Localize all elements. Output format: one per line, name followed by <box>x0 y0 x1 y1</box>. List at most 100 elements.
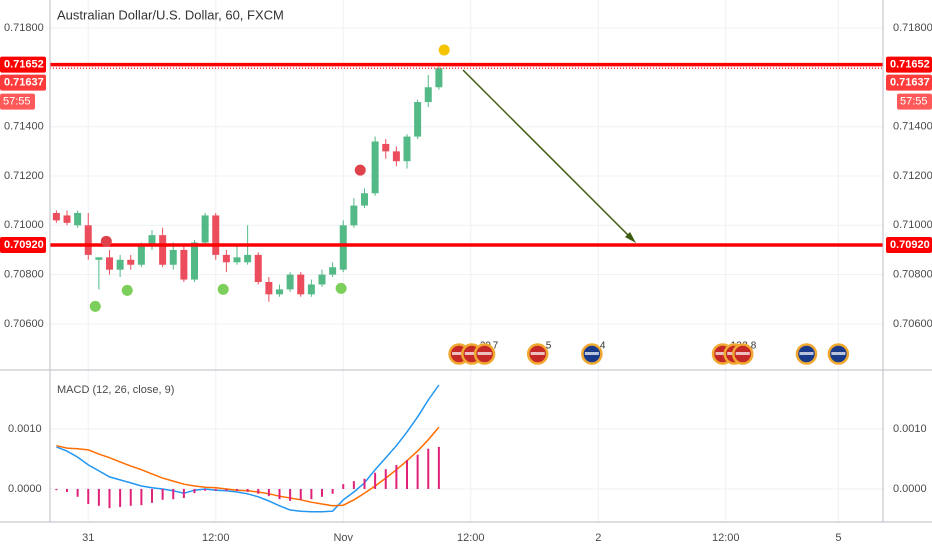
candle-body <box>318 274 326 285</box>
candle-body <box>95 257 103 260</box>
y-tick-label-left: 0.71800 <box>4 22 44 34</box>
histogram-bar <box>374 472 377 489</box>
histogram-bar <box>151 488 153 503</box>
price-label-right: 0.71652 <box>890 58 930 70</box>
histogram-bar <box>129 488 132 506</box>
histogram-bar <box>97 488 100 506</box>
candle-body <box>286 274 294 290</box>
signal-dot <box>121 284 133 296</box>
candle-body <box>371 141 379 194</box>
histogram-bar <box>363 478 366 489</box>
event-icon-band <box>584 352 599 355</box>
x-tick-label: 5 <box>835 532 841 544</box>
candle-body <box>169 249 177 265</box>
y-tick-label-right: 0.0010 <box>893 423 927 435</box>
candle-body <box>265 281 273 295</box>
y-tick-label-right: 0.70600 <box>893 318 932 330</box>
event-label: 5 <box>546 341 552 352</box>
histogram-bar <box>140 488 143 506</box>
y-tick-label-right: 0.71000 <box>893 219 932 231</box>
indicator-line <box>56 384 440 513</box>
grid <box>50 0 883 522</box>
y-tick-label-left: 0.70800 <box>4 269 44 281</box>
candle-body <box>137 245 145 265</box>
event-icon-band <box>715 352 730 355</box>
candle-body <box>233 257 241 263</box>
histogram-bar <box>395 464 398 489</box>
candle-body <box>414 102 422 137</box>
signal-dot <box>354 164 366 176</box>
price-label-left-box <box>0 56 46 73</box>
price-label-right: 0.70920 <box>890 239 930 251</box>
plot: 297541228 <box>50 44 883 513</box>
histogram-bar <box>55 488 58 491</box>
countdown-left: 57:55 <box>3 95 31 107</box>
event-label: 8 <box>751 341 757 352</box>
candle-body <box>254 254 262 282</box>
histogram-bar <box>246 488 249 492</box>
candle-body <box>297 274 305 295</box>
histogram-bar <box>172 488 175 500</box>
histogram-bar <box>66 488 68 492</box>
price-label-right: 0.71637 <box>890 76 930 88</box>
histogram-bar <box>267 488 270 497</box>
signal-dot <box>335 282 347 294</box>
histogram-bar <box>87 488 90 504</box>
histogram-bar <box>406 460 408 489</box>
candle-body <box>403 136 411 162</box>
candle-body <box>148 235 156 246</box>
candle-body <box>392 151 400 162</box>
signal-dot <box>100 235 112 247</box>
trend-arrow <box>462 69 633 240</box>
histogram-bar <box>342 484 345 489</box>
event-icon-band <box>452 352 467 355</box>
price-label-left: 0.71652 <box>4 58 44 70</box>
signal-dot <box>89 300 101 312</box>
candle-body <box>212 215 220 255</box>
histogram-bar <box>352 481 355 489</box>
histogram-bar <box>161 488 164 500</box>
candle-body <box>424 87 432 103</box>
countdown-right-box <box>897 93 932 110</box>
candle-body <box>127 259 135 265</box>
histogram-bar <box>76 488 79 497</box>
histogram-bar <box>289 488 292 501</box>
event-label: 4 <box>600 341 606 352</box>
y-tick-label-right: 0.71400 <box>893 121 932 133</box>
histogram-bar <box>236 488 238 491</box>
y-tick-label-right: 0.0000 <box>893 483 927 495</box>
candle-body <box>339 225 347 270</box>
x-tick-label: 12:00 <box>712 532 740 544</box>
candle-body <box>63 215 71 223</box>
event-icon-band <box>464 352 479 355</box>
x-tick-label: Nov <box>333 532 353 544</box>
candle-body <box>180 249 188 280</box>
indicator-title: MACD (12, 26, close, 9) <box>57 384 174 396</box>
histogram-bar <box>204 488 207 491</box>
histogram-bar <box>384 469 387 489</box>
event-icon-band <box>831 352 846 355</box>
candle-body <box>244 254 252 263</box>
histogram-bar <box>427 448 430 489</box>
histogram-bar <box>321 488 323 497</box>
price-label-left-box <box>0 74 46 91</box>
x-tick-label: 31 <box>82 532 94 544</box>
candle-body <box>201 215 209 243</box>
histogram-bar <box>310 488 313 500</box>
price-label-right-box <box>886 237 932 254</box>
histogram-bar <box>437 446 440 489</box>
histogram-bar <box>257 488 260 494</box>
y-tick-label-left: 0.70600 <box>4 318 44 330</box>
candle-body <box>276 289 283 295</box>
signal-dot <box>438 44 450 56</box>
candle-body <box>74 212 82 226</box>
candle-body <box>159 235 167 265</box>
candle-body <box>350 205 358 226</box>
event-label: 7 <box>493 341 499 352</box>
candle-body <box>116 259 124 270</box>
price-label-right-box <box>886 56 932 73</box>
y-tick-label-right: 0.71200 <box>893 170 932 182</box>
y-tick-label-left: 0.0000 <box>8 483 42 495</box>
axes: 31 12:00 Nov 12:00 2 12:00 5 0.70600 0.70600 0.70… <box>0 22 932 544</box>
